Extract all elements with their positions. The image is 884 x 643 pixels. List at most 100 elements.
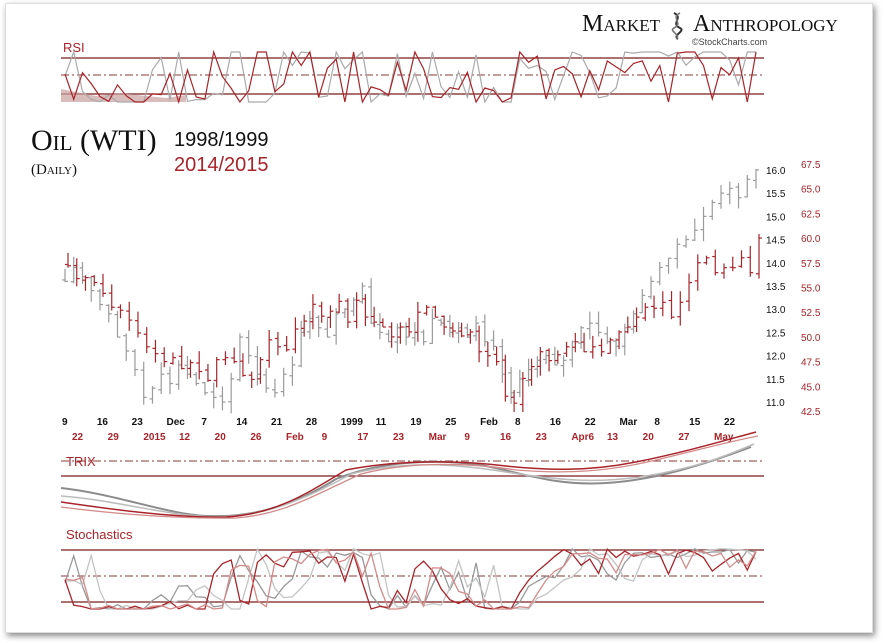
ohlc-bar [554, 350, 561, 364]
y-tick-label: 13.5 [766, 282, 786, 293]
ohlc-bar [563, 341, 570, 357]
ohlc-bar [516, 369, 523, 398]
ohlc-bar [493, 346, 500, 366]
y-tick-label: 60.0 [801, 234, 821, 245]
chart-title: Oil (WTI) (Daily) 1998/1999 2014/2015 [31, 124, 269, 178]
rsi-label: RSI [63, 40, 85, 55]
ohlc-bar [691, 218, 698, 242]
trix-panel: TRIX [60, 431, 764, 519]
ohlc-bar [292, 317, 299, 354]
ohlc-bar [694, 254, 701, 291]
x-tick-label: 20 [643, 432, 655, 443]
ohlc-bar [586, 311, 593, 340]
ohlc-bar [184, 356, 191, 379]
ohlc-bar [96, 288, 103, 311]
ohlc-bar [201, 381, 208, 396]
trix-line-old-b [60, 443, 755, 518]
x-tick-label: 9 [62, 417, 68, 428]
ohlc-bar [228, 372, 235, 414]
ohlc-bar [274, 331, 281, 356]
ohlc-bar [674, 238, 681, 269]
x-tick-label: 23 [393, 432, 405, 443]
ohlc-bar [747, 245, 754, 277]
ohlc-bar [473, 315, 480, 342]
x-tick-label: 8 [515, 417, 521, 428]
trix-label: TRIX [66, 454, 96, 469]
ohlc-bar [569, 340, 576, 368]
ohlc-bar [239, 353, 246, 377]
ohlc-bar [519, 371, 526, 412]
brand-name-part1: Market [582, 11, 661, 37]
ohlc-bar [166, 366, 173, 395]
ohlc-bar [306, 310, 313, 340]
ohlc-bar [65, 252, 71, 268]
x-tick-label: 23 [536, 432, 548, 443]
y-axis-old: 16.0 15.5 15.0 14.5 14.0 13.5 13.0 12.5 12.0 11.5… [766, 166, 786, 409]
ohlc-bar [604, 326, 611, 344]
x-tick-label: 23 [132, 417, 144, 428]
x-tick-label: 16 [97, 417, 109, 428]
rsi-line-old [64, 49, 756, 104]
y-tick-label: 57.5 [801, 259, 821, 270]
ohlc-bar [639, 289, 646, 314]
ohlc-bar [362, 294, 369, 327]
y-tick-label: 15.5 [766, 189, 786, 200]
ohlc-bar [379, 318, 386, 328]
ohlc-bar [114, 311, 121, 338]
x-tick-label: 9 [464, 432, 470, 443]
ohlc-bar [318, 301, 325, 323]
ohlc-bar [744, 174, 751, 198]
y-tick-label: 42.5 [801, 407, 821, 418]
ohlc-bar [178, 345, 185, 370]
ohlc-bar [441, 315, 448, 335]
y-tick-label: 50.0 [801, 333, 821, 344]
ohlc-bar [595, 311, 602, 337]
y-tick-label: 16.0 [766, 166, 786, 177]
ohlc-bar [572, 332, 579, 353]
x-axis-old: 9 16 23 Dec 7 14 21 28 1999 11 19 25 Feb 8 16 22 Mar 8 15 2… [62, 417, 736, 428]
ohlc-bar [630, 310, 637, 334]
brand-logo: Market Anthropology ©StockCharts.com [582, 11, 838, 47]
ohlc-bar [677, 291, 684, 326]
x-tick-label: Apr6 [571, 432, 594, 443]
ohlc-bar [248, 371, 255, 388]
ohlc-bar [193, 372, 200, 386]
y-tick-label: 65.0 [801, 185, 821, 196]
ohlc-bar [263, 368, 270, 393]
x-tick-label: 16 [550, 417, 562, 428]
ohlc-bar [726, 181, 733, 205]
ohlc-bar [502, 354, 509, 402]
ohlc-bar [140, 361, 147, 405]
ohlc-bar [283, 335, 290, 352]
ohlc-bar [131, 349, 138, 377]
ohlc-bar [721, 263, 728, 279]
x-axis-new: 22 29 2015 12 20 26 Feb 9 17 23 Mar 9 16 23 Apr6 13 20 27… [72, 432, 734, 443]
x-tick-label: Mar [619, 417, 637, 428]
ohlc-bar [607, 337, 614, 354]
brand-name-part2: Anthropology [693, 11, 838, 37]
x-tick-label: 19 [410, 417, 422, 428]
stoch-line-new-b [64, 548, 757, 610]
ohlc-bar [581, 332, 588, 353]
ohlc-bar [406, 317, 413, 337]
ohlc-bar [397, 322, 404, 344]
ohlc-bar [598, 338, 605, 357]
ohlc-bar [668, 291, 675, 320]
ohlc-bar [651, 295, 658, 319]
ohlc-bar [231, 347, 238, 364]
x-tick-label: 27 [678, 432, 690, 443]
ohlc-bar [738, 250, 745, 268]
ohlc-bar [624, 316, 631, 334]
ohlc-bar [134, 311, 141, 338]
ohlc-bar [718, 185, 725, 209]
ohlc-bar [175, 360, 182, 390]
ohlc-bar [446, 314, 453, 338]
ohlc-bar [613, 338, 620, 357]
ohlc-bar [589, 335, 596, 359]
rsi-oversold-fill [61, 89, 186, 102]
x-tick-label: 14 [236, 417, 248, 428]
ohlc-bar [222, 351, 229, 366]
ohlc-bar [476, 325, 483, 363]
ohlc-bar [642, 303, 649, 321]
ohlc-bar [429, 308, 436, 345]
